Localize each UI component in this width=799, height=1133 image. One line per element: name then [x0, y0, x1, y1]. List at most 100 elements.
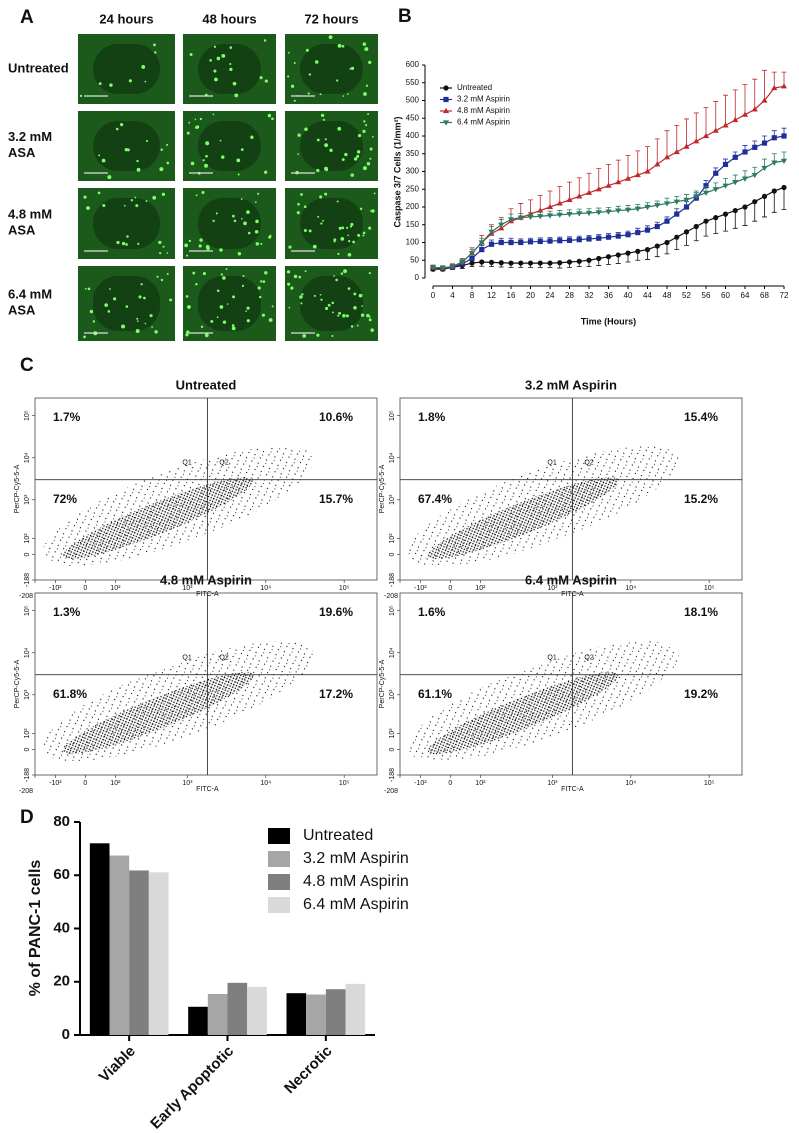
- marker: [712, 127, 719, 133]
- marker: [547, 238, 553, 244]
- gate-label: Q2: [219, 655, 228, 662]
- micrograph-cell: [337, 126, 342, 131]
- marker: [683, 229, 690, 235]
- panel-label: B: [398, 6, 412, 27]
- micrograph-cell: [346, 226, 349, 229]
- micrograph-cell: [116, 240, 120, 245]
- marker: [556, 200, 563, 206]
- micrograph-cell: [225, 268, 228, 271]
- micrograph-cell: [312, 244, 317, 249]
- micrograph-cell: [213, 69, 217, 73]
- marker: [771, 160, 778, 166]
- marker: [752, 144, 758, 150]
- micrograph-cell: [221, 53, 226, 58]
- micrograph-cell: [83, 335, 86, 339]
- micrograph-cell: [138, 295, 142, 299]
- micrograph-cell: [125, 243, 128, 246]
- marker: [761, 193, 768, 199]
- plot-title: 3.2 mM Aspirin: [525, 377, 617, 392]
- micrograph-cell: [166, 143, 169, 146]
- marker: [751, 106, 758, 112]
- micrograph-cell: [331, 335, 334, 337]
- marker: [624, 175, 632, 181]
- y-tick-label: 10³: [24, 494, 31, 505]
- marker: [508, 260, 514, 266]
- micrograph-cell: [152, 195, 157, 200]
- y-tick-label: 0: [389, 553, 396, 557]
- micrograph-cell: [290, 84, 295, 88]
- micrograph-cell: [145, 200, 148, 202]
- micrograph-cell: [362, 129, 366, 133]
- y-tick-label: 10⁵: [24, 410, 31, 421]
- micrograph-cell: [247, 231, 251, 235]
- marker: [761, 97, 768, 103]
- error-bar: [762, 69, 767, 101]
- micrograph-cell: [126, 235, 129, 238]
- y-tick-label: 50: [410, 255, 419, 264]
- micrograph-cell: [192, 271, 196, 275]
- y-tick-label: 100: [406, 238, 420, 247]
- micrograph-cell: [288, 245, 292, 249]
- micrograph-cell: [302, 333, 307, 338]
- micrograph-cell: [136, 317, 139, 320]
- quadrant-percent: 61.1%: [418, 687, 452, 701]
- micrograph-cell: [216, 316, 219, 319]
- y-axis-label: Caspase 3/7 Cells (1/mm²): [392, 116, 402, 227]
- micrograph-cell: [338, 226, 342, 230]
- micrograph-cell: [144, 322, 147, 325]
- micrograph-cell: [186, 330, 190, 334]
- micrograph-cell: [340, 272, 344, 275]
- micrograph-cell: [293, 99, 296, 102]
- micrograph-vignette: [93, 44, 160, 94]
- micrograph-cell: [368, 226, 372, 230]
- micrograph-cell: [297, 153, 299, 155]
- y-tick-label: -188: [389, 573, 396, 587]
- micrograph-cell: [204, 333, 209, 338]
- micrograph-cell: [369, 157, 372, 160]
- marker: [713, 215, 719, 221]
- error-bar: [615, 159, 621, 183]
- gate-label: Q2: [584, 655, 593, 662]
- micrograph-cell: [337, 252, 340, 256]
- x-axis-label: FITC-A: [196, 786, 219, 793]
- x-tick-label: 36: [604, 291, 613, 300]
- micrograph-cell: [348, 240, 351, 243]
- micrograph-cell: [319, 195, 323, 199]
- micrograph-cell: [162, 245, 165, 248]
- marker: [566, 237, 573, 243]
- x-tick-label: -10²: [414, 780, 427, 787]
- micrograph-cell: [260, 242, 263, 245]
- micrograph-cell: [153, 43, 156, 47]
- marker: [722, 161, 729, 167]
- error-bar: [684, 118, 689, 147]
- micrograph-cell: [258, 295, 262, 299]
- micrograph-cell: [331, 301, 335, 305]
- micrograph-cell: [324, 138, 327, 141]
- marker: [605, 234, 612, 240]
- micrograph-cell: [356, 324, 359, 327]
- marker: [674, 234, 680, 240]
- x-tick-label: -208: [384, 593, 398, 600]
- micrograph-cell: [113, 297, 117, 301]
- micrograph-cell: [220, 273, 224, 276]
- bar: [129, 870, 149, 1035]
- gate-label: Q1: [182, 460, 191, 467]
- micrograph-vignette: [300, 198, 363, 249]
- micrograph-cell: [158, 240, 162, 245]
- micrograph-cell: [316, 168, 320, 173]
- micrograph-cell: [288, 51, 290, 54]
- micrograph-cell: [241, 284, 245, 287]
- gate-label: Q2: [584, 460, 593, 467]
- marker: [595, 210, 602, 216]
- panel-label: D: [20, 807, 34, 828]
- micrograph-cell: [255, 242, 260, 246]
- marker: [702, 132, 710, 139]
- quadrant-percent: 10.6%: [319, 410, 353, 424]
- micrograph-cell: [219, 248, 223, 252]
- micrograph-cell: [107, 175, 112, 180]
- micrograph-cell: [322, 118, 326, 121]
- error-bar: [713, 101, 719, 131]
- micrograph-cell: [350, 173, 354, 177]
- micrograph-cell: [255, 219, 259, 224]
- micrograph-cell: [198, 244, 202, 248]
